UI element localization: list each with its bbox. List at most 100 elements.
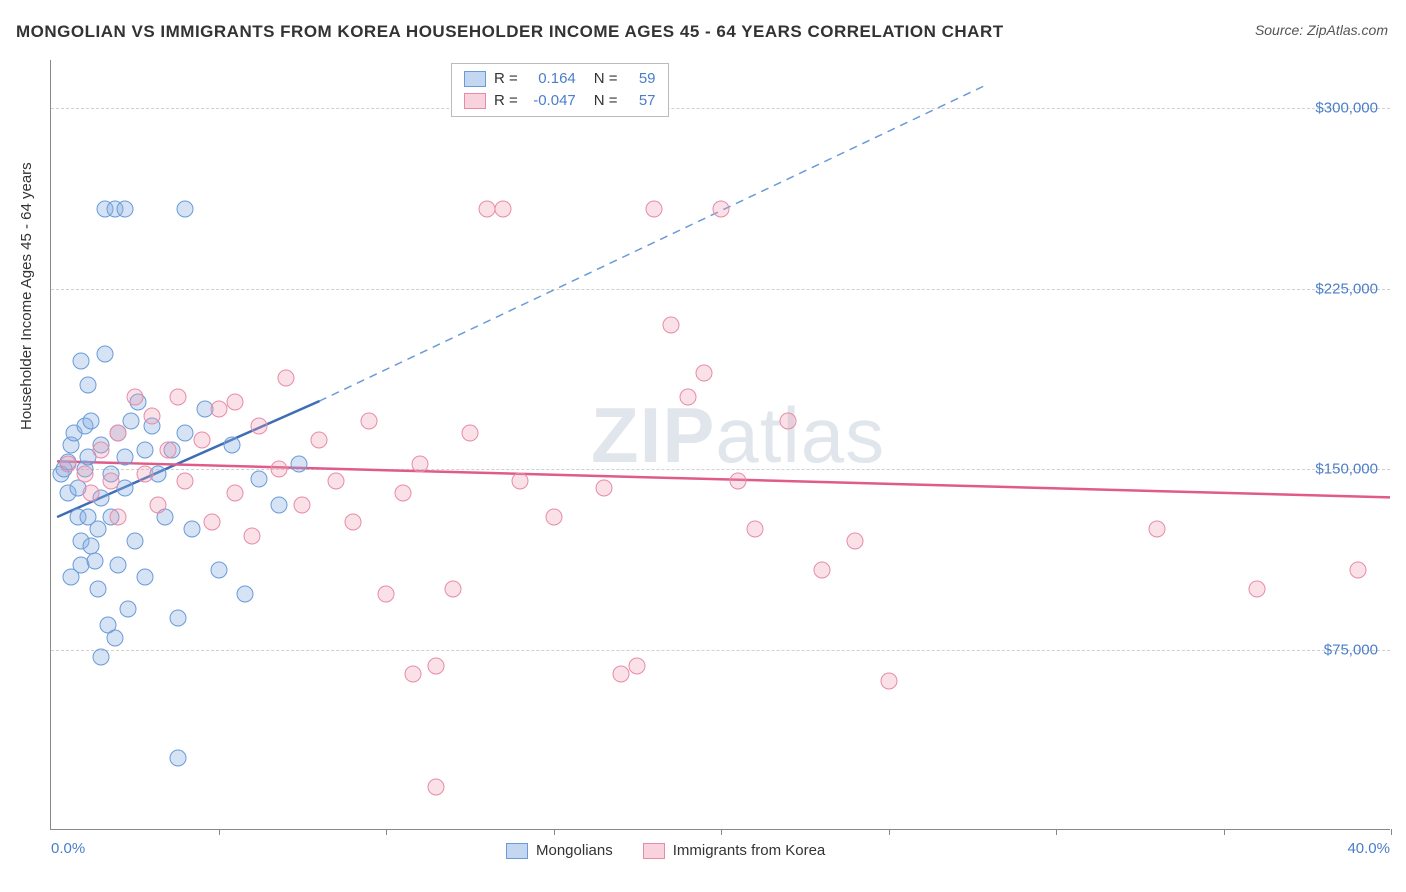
data-point (227, 393, 244, 410)
data-point (847, 533, 864, 550)
n-value: 59 (626, 68, 656, 90)
data-point (595, 480, 612, 497)
data-point (696, 364, 713, 381)
data-point (116, 449, 133, 466)
y-tick-label: $225,000 (1315, 280, 1378, 297)
data-point (512, 473, 529, 490)
x-tick-mark (1391, 829, 1392, 835)
data-point (713, 201, 730, 218)
data-point (136, 465, 153, 482)
data-point (445, 581, 462, 598)
data-point (361, 412, 378, 429)
data-point (59, 456, 76, 473)
data-point (89, 581, 106, 598)
data-point (662, 316, 679, 333)
data-point (394, 485, 411, 502)
data-point (116, 201, 133, 218)
data-point (378, 586, 395, 603)
x-tick-mark (1224, 829, 1225, 835)
legend-label: Immigrants from Korea (673, 842, 826, 859)
data-point (177, 473, 194, 490)
data-point (327, 473, 344, 490)
data-point (93, 648, 110, 665)
data-point (250, 417, 267, 434)
data-point (223, 437, 240, 454)
data-point (237, 586, 254, 603)
watermark-prefix: ZIP (591, 391, 715, 479)
data-point (428, 778, 445, 795)
data-point (344, 514, 361, 531)
data-point (679, 388, 696, 405)
data-point (411, 456, 428, 473)
data-point (96, 345, 113, 362)
data-point (170, 388, 187, 405)
data-point (136, 441, 153, 458)
data-point (646, 201, 663, 218)
data-point (1148, 521, 1165, 538)
data-point (103, 473, 120, 490)
data-point (76, 465, 93, 482)
y-tick-label: $150,000 (1315, 461, 1378, 478)
data-point (210, 562, 227, 579)
data-point (210, 400, 227, 417)
data-point (629, 658, 646, 675)
x-tick-mark (721, 829, 722, 835)
data-point (203, 514, 220, 531)
data-point (729, 473, 746, 490)
gridline (51, 469, 1390, 470)
data-point (170, 610, 187, 627)
data-point (177, 201, 194, 218)
data-point (73, 352, 90, 369)
trend-line-a-dash (319, 84, 988, 401)
watermark: ZIPatlas (591, 390, 885, 481)
legend-item: Immigrants from Korea (643, 842, 826, 859)
data-point (150, 497, 167, 514)
data-point (126, 533, 143, 550)
n-label: N = (594, 90, 618, 112)
data-point (126, 388, 143, 405)
gridline (51, 289, 1390, 290)
y-tick-label: $300,000 (1315, 100, 1378, 117)
gridline (51, 108, 1390, 109)
r-value: 0.164 (526, 68, 576, 90)
y-tick-label: $75,000 (1324, 641, 1378, 658)
data-point (170, 749, 187, 766)
watermark-suffix: atlas (715, 391, 885, 479)
x-tick-mark (554, 829, 555, 835)
data-point (106, 629, 123, 646)
data-point (177, 424, 194, 441)
data-point (1349, 562, 1366, 579)
n-value: 57 (626, 90, 656, 112)
source-attribution: Source: ZipAtlas.com (1255, 22, 1388, 38)
x-tick-mark (386, 829, 387, 835)
data-point (83, 412, 100, 429)
x-tick-mark (889, 829, 890, 835)
data-point (193, 432, 210, 449)
data-point (612, 665, 629, 682)
data-point (880, 672, 897, 689)
swatch-a-icon (464, 71, 486, 87)
data-point (86, 552, 103, 569)
data-point (110, 424, 127, 441)
data-point (143, 408, 160, 425)
data-point (244, 528, 261, 545)
data-point (277, 369, 294, 386)
stats-row: R = -0.047 N = 57 (464, 90, 656, 112)
data-point (1249, 581, 1266, 598)
data-point (110, 509, 127, 526)
data-point (110, 557, 127, 574)
data-point (290, 456, 307, 473)
n-label: N = (594, 68, 618, 90)
data-point (746, 521, 763, 538)
data-point (93, 441, 110, 458)
series-legend: Mongolians Immigrants from Korea (506, 842, 825, 859)
swatch-a-icon (506, 843, 528, 859)
x-tick-max: 40.0% (1347, 840, 1390, 857)
data-point (89, 521, 106, 538)
gridline (51, 650, 1390, 651)
swatch-b-icon (464, 93, 486, 109)
legend-label: Mongolians (536, 842, 613, 859)
data-point (160, 441, 177, 458)
x-tick-mark (1056, 829, 1057, 835)
data-point (123, 412, 140, 429)
